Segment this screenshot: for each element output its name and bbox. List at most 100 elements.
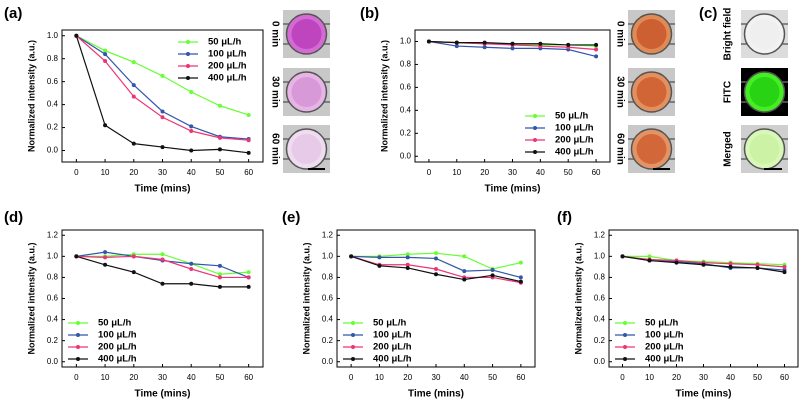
data-point xyxy=(103,52,108,57)
data-point xyxy=(246,112,251,117)
data-point xyxy=(160,257,165,262)
microscopy-image-core xyxy=(749,134,780,164)
y-tick-label: 0.2 xyxy=(594,336,606,345)
microscopy-image-core xyxy=(749,19,780,49)
legend-label: 50 μL/h xyxy=(98,318,131,329)
x-axis-label: Time (mins) xyxy=(408,389,464,400)
legend-label: 100 μL/h xyxy=(98,330,137,341)
data-point xyxy=(189,281,194,286)
data-point xyxy=(103,255,108,260)
legend-marker xyxy=(186,64,190,68)
x-tick-label: 50 xyxy=(488,373,497,382)
y-tick-label: 1.0 xyxy=(322,251,334,260)
data-point xyxy=(131,83,136,88)
panel-label: (a) xyxy=(4,5,22,22)
droplet-image-core xyxy=(291,77,322,107)
data-point xyxy=(405,255,410,260)
legend-marker xyxy=(76,345,80,349)
y-tick-label: 0.4 xyxy=(47,315,59,324)
legend-marker xyxy=(186,40,190,44)
legend-label: 100 μL/h xyxy=(208,49,247,60)
legend-marker xyxy=(76,321,80,325)
image-label: 30 min xyxy=(614,76,625,108)
x-tick-label: 50 xyxy=(564,168,573,177)
data-point xyxy=(189,148,194,153)
legend-marker xyxy=(533,150,537,154)
legend-marker xyxy=(533,114,537,118)
x-tick-label: 0 xyxy=(74,373,79,382)
x-tick-label: 40 xyxy=(536,168,545,177)
x-axis-label: Time (mins) xyxy=(135,389,191,400)
data-point xyxy=(510,41,515,46)
data-point xyxy=(160,109,165,114)
droplet-image-core xyxy=(636,19,667,49)
plot-frame xyxy=(61,229,264,368)
data-point xyxy=(518,260,523,265)
data-point xyxy=(160,252,165,257)
plot-frame xyxy=(608,229,799,368)
data-point xyxy=(131,94,136,99)
data-point xyxy=(434,266,438,271)
data-point xyxy=(462,277,467,282)
data-point xyxy=(674,260,679,265)
legend-marker xyxy=(623,321,627,325)
y-tick-label: 0.0 xyxy=(47,357,59,366)
droplet-image-core xyxy=(636,134,667,164)
data-point xyxy=(782,264,787,269)
x-axis-label: Time (mins) xyxy=(485,184,541,195)
microscopy-image-core xyxy=(749,77,780,107)
legend-label: 400 μL/h xyxy=(98,354,137,365)
y-tick-label: 0.8 xyxy=(400,60,412,69)
data-point xyxy=(482,40,487,45)
data-point xyxy=(349,254,354,259)
x-axis-label: Time (mins) xyxy=(135,184,191,195)
y-tick-label: 0.8 xyxy=(322,273,334,282)
x-tick-label: 60 xyxy=(244,373,253,382)
image-label: 0 min xyxy=(269,21,280,47)
x-tick-label: 30 xyxy=(508,168,517,177)
y-axis-label: Normalized intensity (a.u.) xyxy=(26,40,36,152)
y-tick-label: 0.0 xyxy=(594,357,606,366)
data-point xyxy=(131,60,136,65)
data-point xyxy=(160,115,165,120)
image-label: 0 min xyxy=(614,21,625,47)
y-tick-label: 1.2 xyxy=(322,230,334,239)
x-tick-label: 30 xyxy=(432,373,441,382)
data-point xyxy=(246,138,251,143)
panel-label: (e) xyxy=(282,209,300,226)
legend-marker xyxy=(351,345,355,349)
data-point xyxy=(594,42,599,47)
y-tick-label: 1.0 xyxy=(594,251,606,260)
data-point xyxy=(217,103,222,108)
x-tick-label: 10 xyxy=(101,168,110,177)
data-point xyxy=(217,135,222,140)
legend-label: 50 μL/h xyxy=(645,318,678,329)
legend-label: 100 μL/h xyxy=(555,123,594,134)
data-point xyxy=(462,269,467,274)
x-tick-label: 40 xyxy=(187,168,196,177)
data-point xyxy=(518,275,523,280)
data-point xyxy=(594,54,599,59)
y-tick-label: 1.2 xyxy=(47,230,59,239)
data-point xyxy=(103,48,108,53)
legend-label: 50 μL/h xyxy=(208,37,241,48)
data-point xyxy=(103,123,108,128)
data-point xyxy=(103,58,108,63)
x-tick-label: 50 xyxy=(753,373,762,382)
legend-marker xyxy=(533,138,537,142)
data-point xyxy=(510,46,515,51)
x-tick-label: 0 xyxy=(427,168,432,177)
data-point xyxy=(160,281,165,286)
legend-marker xyxy=(186,76,190,80)
y-tick-label: 1.0 xyxy=(47,251,59,260)
data-point xyxy=(728,264,733,269)
legend-marker xyxy=(186,52,190,56)
legend-label: 200 μL/h xyxy=(98,342,137,353)
image-label: 60 min xyxy=(614,133,625,165)
x-axis-label: Time (mins) xyxy=(676,389,732,400)
y-tick-label: 0.2 xyxy=(47,123,59,132)
data-point xyxy=(189,261,194,266)
data-point xyxy=(454,44,459,49)
y-tick-label: 0.6 xyxy=(400,83,412,92)
